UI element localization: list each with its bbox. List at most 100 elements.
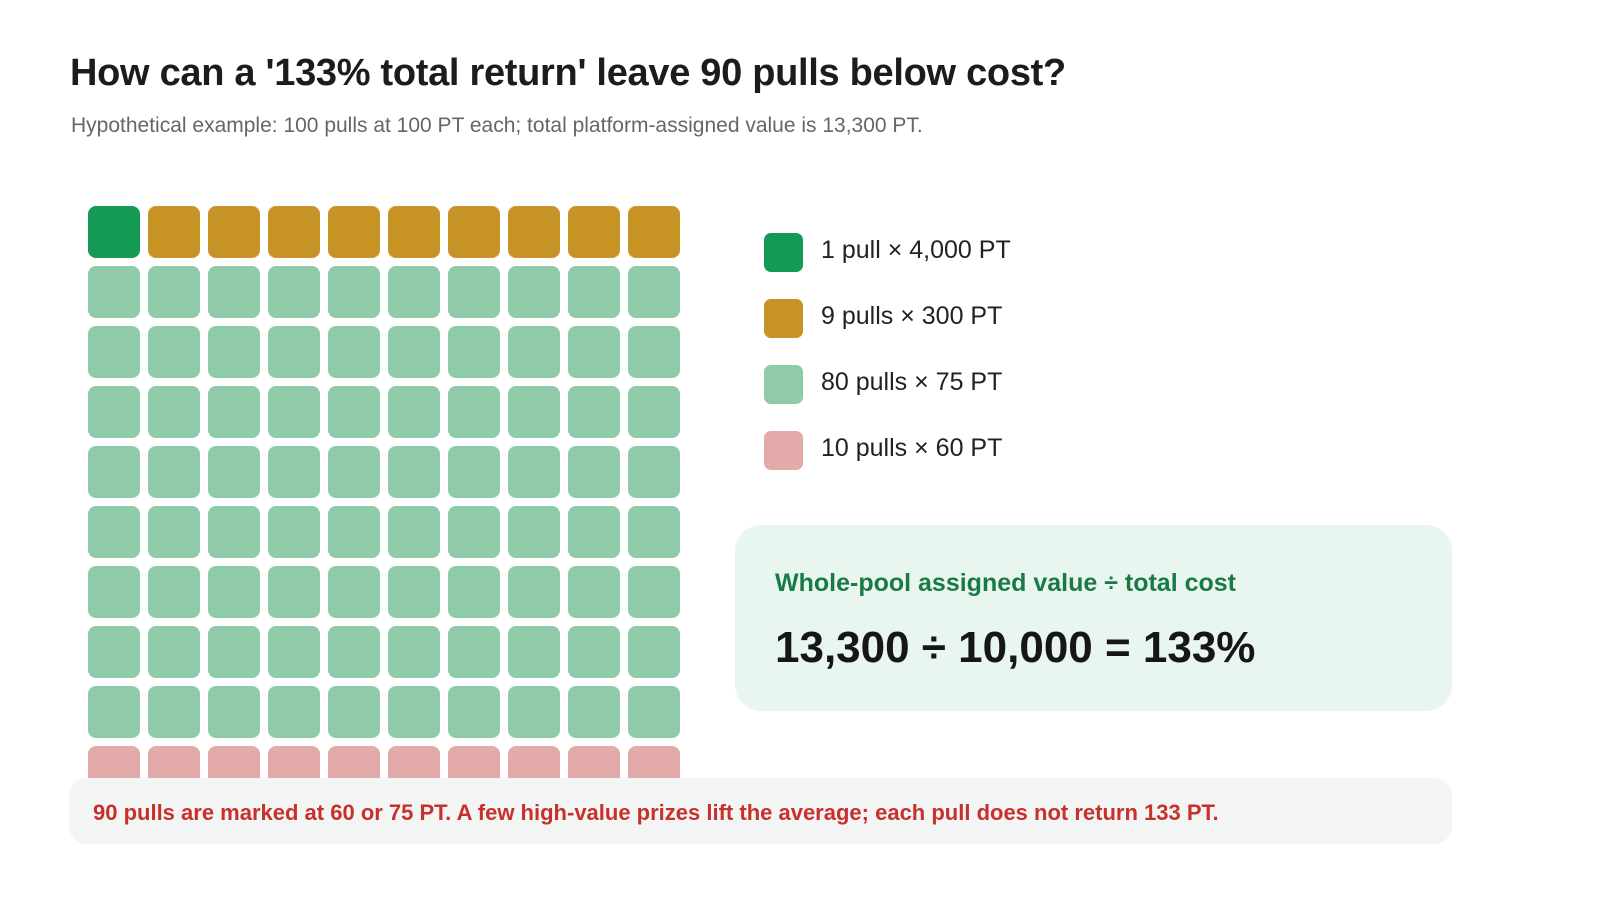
calculation-box: Whole-pool assigned value ÷ total cost 1… (735, 525, 1452, 711)
waffle-cell-high (208, 206, 260, 258)
waffle-cell-mid (508, 446, 560, 498)
waffle-cell-mid (328, 566, 380, 618)
waffle-cell-mid (448, 446, 500, 498)
waffle-cell-mid (628, 266, 680, 318)
waffle-cell-mid (268, 386, 320, 438)
waffle-cell-mid (328, 686, 380, 738)
waffle-cell-low (88, 746, 140, 778)
waffle-cell-low (628, 746, 680, 778)
calculation-equation: 13,300 ÷ 10,000 = 133% (775, 623, 1256, 672)
waffle-cell-mid (628, 446, 680, 498)
waffle-cell-mid (268, 446, 320, 498)
waffle-cell-low (508, 746, 560, 778)
waffle-cell-mid (448, 326, 500, 378)
waffle-cell-mid (448, 386, 500, 438)
waffle-cell-mid (208, 506, 260, 558)
waffle-cell-high (508, 206, 560, 258)
waffle-cell-mid (208, 686, 260, 738)
waffle-cell-mid (508, 626, 560, 678)
waffle-cell-mid (388, 626, 440, 678)
waffle-cell-mid (328, 506, 380, 558)
waffle-cell-mid (208, 626, 260, 678)
waffle-cell-mid (88, 626, 140, 678)
waffle-cell-mid (568, 386, 620, 438)
legend-swatch-low (764, 431, 803, 470)
waffle-cell-low (148, 746, 200, 778)
waffle-cell-mid (208, 566, 260, 618)
waffle-cell-mid (508, 326, 560, 378)
waffle-cell-high (268, 206, 320, 258)
waffle-cell-mid (148, 266, 200, 318)
legend-swatch-jackpot (764, 233, 803, 272)
warning-note-text: 90 pulls are marked at 60 or 75 PT. A fe… (93, 800, 1219, 825)
waffle-cell-mid (448, 626, 500, 678)
calculation-heading: Whole-pool assigned value ÷ total cost (775, 569, 1236, 597)
waffle-cell-mid (328, 446, 380, 498)
chart-title: How can a '133% total return' leave 90 p… (70, 52, 1066, 94)
waffle-cell-low (268, 746, 320, 778)
chart-subtitle: Hypothetical example: 100 pulls at 100 P… (71, 114, 923, 137)
waffle-cell-mid (388, 446, 440, 498)
legend-label-jackpot: 1 pull × 4,000 PT (821, 236, 1011, 264)
waffle-cell-mid (88, 446, 140, 498)
waffle-cell-mid (568, 506, 620, 558)
waffle-cell-mid (208, 446, 260, 498)
waffle-cell-low (208, 746, 260, 778)
waffle-cell-mid (268, 626, 320, 678)
legend-swatch-mid (764, 365, 803, 404)
waffle-cell-mid (88, 566, 140, 618)
waffle-cell-mid (208, 386, 260, 438)
waffle-cell-mid (388, 686, 440, 738)
legend-swatch-high (764, 299, 803, 338)
waffle-cell-mid (448, 266, 500, 318)
waffle-cell-mid (88, 326, 140, 378)
waffle-cell-high (388, 206, 440, 258)
waffle-cell-mid (328, 386, 380, 438)
waffle-cell-mid (88, 686, 140, 738)
waffle-cell-mid (628, 326, 680, 378)
waffle-cell-mid (208, 326, 260, 378)
waffle-cell-mid (628, 506, 680, 558)
legend-label-mid: 80 pulls × 75 PT (821, 368, 1003, 396)
waffle-cell-mid (388, 266, 440, 318)
waffle-cell-mid (508, 386, 560, 438)
waffle-cell-mid (148, 686, 200, 738)
waffle-cell-mid (628, 566, 680, 618)
waffle-cell-mid (88, 506, 140, 558)
waffle-cell-mid (328, 626, 380, 678)
waffle-cell-high (148, 206, 200, 258)
waffle-cell-high (628, 206, 680, 258)
waffle-cell-mid (388, 386, 440, 438)
waffle-cell-mid (568, 626, 620, 678)
waffle-cell-low (388, 746, 440, 778)
waffle-cell-mid (628, 686, 680, 738)
waffle-cell-mid (628, 626, 680, 678)
waffle-cell-mid (568, 326, 620, 378)
waffle-cell-mid (448, 686, 500, 738)
waffle-cell-mid (568, 446, 620, 498)
warning-note-box: 90 pulls are marked at 60 or 75 PT. A fe… (69, 778, 1452, 844)
waffle-grid (88, 206, 680, 778)
waffle-cell-mid (508, 686, 560, 738)
waffle-cell-mid (148, 446, 200, 498)
waffle-cell-mid (268, 266, 320, 318)
waffle-cell-low (328, 746, 380, 778)
waffle-cell-mid (388, 506, 440, 558)
waffle-cell-mid (448, 506, 500, 558)
waffle-cell-mid (328, 326, 380, 378)
waffle-cell-mid (508, 506, 560, 558)
waffle-cell-mid (508, 266, 560, 318)
waffle-cell-mid (508, 566, 560, 618)
waffle-cell-low (568, 746, 620, 778)
waffle-cell-mid (568, 566, 620, 618)
waffle-cell-mid (208, 266, 260, 318)
waffle-cell-mid (388, 326, 440, 378)
waffle-cell-mid (268, 566, 320, 618)
waffle-cell-mid (628, 386, 680, 438)
waffle-cell-mid (448, 566, 500, 618)
waffle-cell-mid (268, 506, 320, 558)
waffle-cell-high (568, 206, 620, 258)
waffle-cell-low (448, 746, 500, 778)
waffle-cell-mid (148, 506, 200, 558)
waffle-cell-mid (328, 266, 380, 318)
